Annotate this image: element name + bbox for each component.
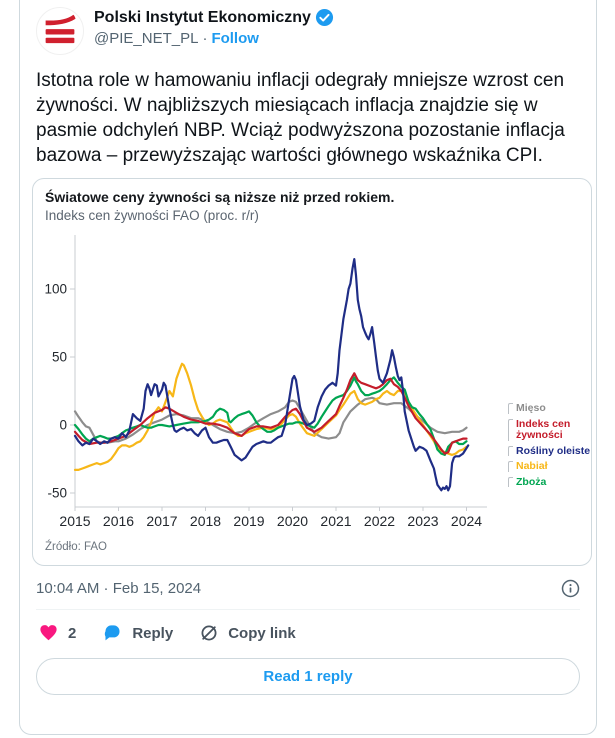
like-count: 2 [68, 624, 77, 642]
chart-body: 100 50 0 -50 2015 2016 2017 2018 2019 2020 2021 202… [45, 227, 590, 539]
chart-subtitle: Indeks cen żywności FAO (proc. r/r) [45, 208, 259, 223]
divider [36, 609, 580, 610]
read-replies-label: Read 1 reply [263, 668, 353, 685]
legend-item: Zboża [507, 475, 591, 489]
chart-source: Źródło: FAO [45, 541, 107, 553]
heart-icon [40, 625, 57, 641]
chart-card[interactable]: Światowe ceny żywności są niższe niż prz… [32, 178, 592, 566]
timestamp[interactable]: 10:04 AM · Feb 15, 2024 [36, 580, 202, 597]
svg-text:2017: 2017 [146, 513, 177, 529]
handle[interactable]: @PIE_NET_PL [94, 30, 199, 47]
svg-text:2022: 2022 [364, 513, 395, 529]
svg-text:0: 0 [59, 418, 67, 433]
read-replies-button[interactable]: Read 1 reply [36, 658, 580, 695]
legend-label: Rośliny oleiste [516, 444, 591, 457]
chart-title: Światowe ceny żywności są niższe niż prz… [45, 189, 395, 205]
svg-text:2020: 2020 [277, 513, 308, 529]
svg-text:50: 50 [52, 350, 67, 365]
svg-text:2019: 2019 [233, 513, 264, 529]
svg-text:2015: 2015 [59, 513, 90, 529]
legend-label: Nabiał [516, 460, 548, 472]
copy-link-label: Copy link [228, 624, 296, 642]
tweet-text: Istotna role w hamowaniu inflacji odegra… [36, 70, 565, 166]
follow-button[interactable]: Follow [211, 30, 259, 47]
reply-bubble-icon [105, 625, 120, 641]
chart-legend: Mięso Indeks cen żywności Rośliny oleiste N… [507, 402, 591, 489]
separator: · [202, 30, 208, 47]
like-button[interactable]: 2 [38, 623, 76, 643]
display-name[interactable]: Polski Instytut Ekonomiczny [94, 8, 311, 26]
avatar[interactable] [36, 7, 84, 55]
legend-item: Mięso [507, 402, 591, 415]
legend-label: Mięso [516, 402, 546, 414]
info-button[interactable] [561, 579, 580, 598]
svg-text:2018: 2018 [190, 513, 221, 529]
copy-link-button[interactable]: Copy link [199, 623, 296, 643]
pie-logo-icon [45, 14, 76, 44]
verified-badge-icon [315, 8, 333, 27]
legend-label: Zboża [516, 475, 547, 488]
svg-text:-50: -50 [47, 486, 67, 501]
tweet-header: Polski Instytut Ekonomiczny @PIE_NET_PL … [36, 7, 580, 55]
legend-item: Rośliny oleiste [507, 444, 591, 458]
chart-svg: 100 50 0 -50 2015 2016 2017 2018 2019 2020 2021 202… [45, 235, 487, 529]
info-icon [561, 579, 580, 598]
reply-button[interactable]: Reply [102, 623, 173, 643]
reply-label: Reply [132, 624, 174, 642]
tweet-card: Polski Instytut Ekonomiczny @PIE_NET_PL … [19, 0, 597, 735]
svg-text:2021: 2021 [320, 513, 351, 529]
svg-text:2016: 2016 [103, 513, 134, 529]
svg-text:100: 100 [45, 282, 67, 297]
legend-item: Nabiał [507, 460, 591, 473]
legend-label: Indeks cen żywności [516, 417, 571, 441]
legend-item: Indeks cen żywności [507, 417, 591, 442]
svg-text:2024: 2024 [451, 513, 482, 529]
svg-text:2023: 2023 [407, 513, 438, 529]
link-icon [201, 625, 217, 641]
